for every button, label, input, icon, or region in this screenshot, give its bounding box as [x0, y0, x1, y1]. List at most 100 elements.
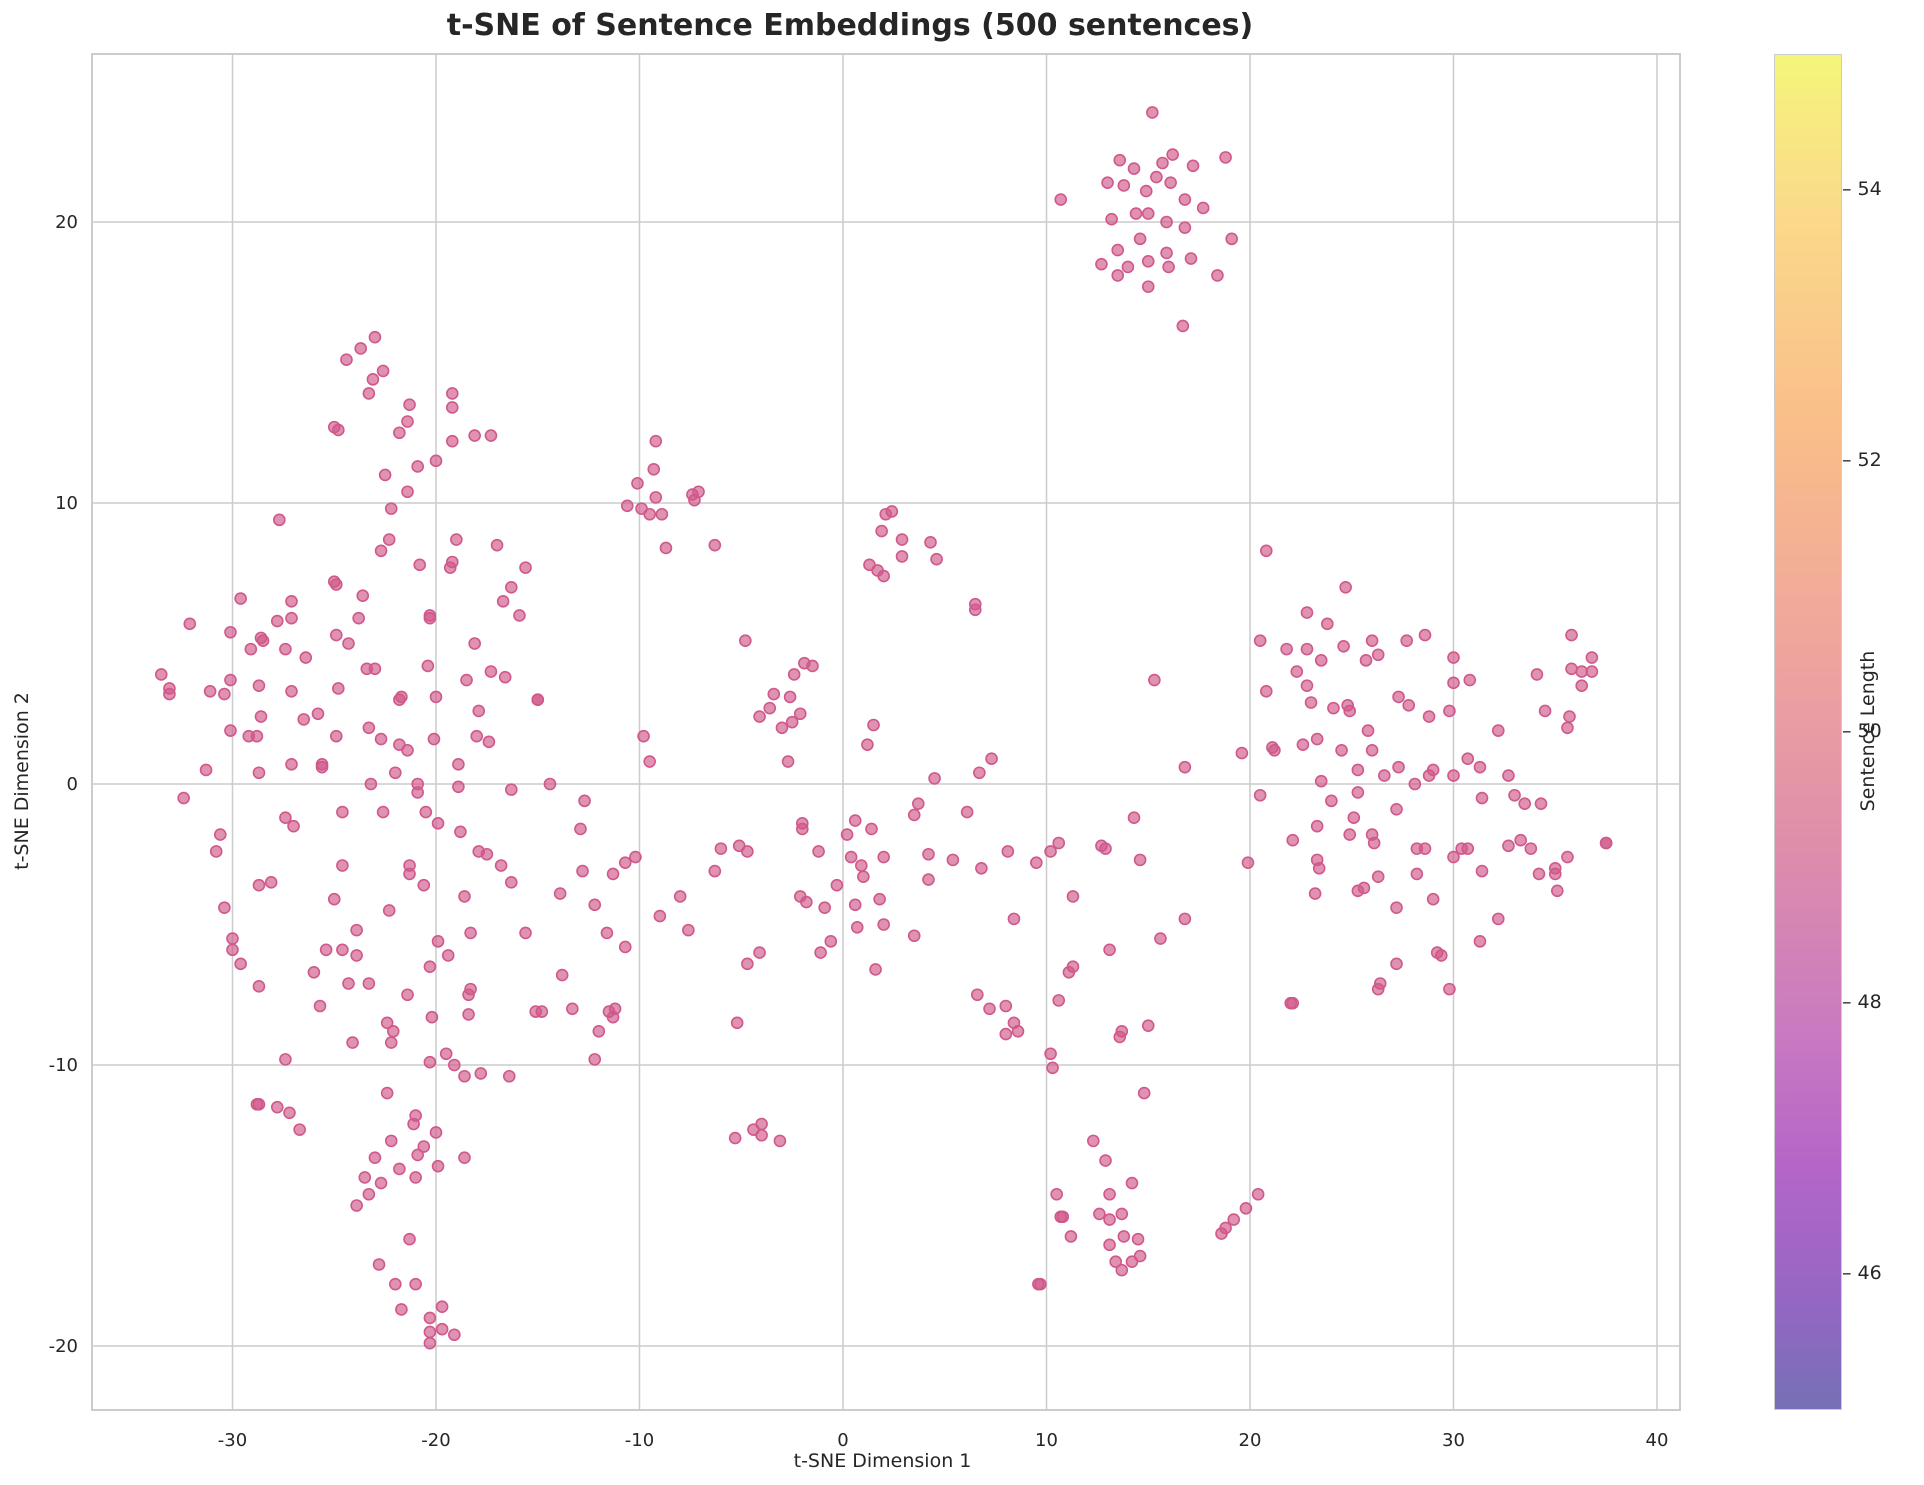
x-tick-label: -10: [625, 1430, 654, 1451]
data-point: [1178, 221, 1192, 234]
data-point: [285, 758, 298, 771]
data-point: [1473, 935, 1487, 948]
colorbar-tick-label: – 50: [1842, 720, 1882, 742]
data-point: [307, 965, 321, 979]
data-point: [1113, 153, 1127, 167]
data-point: [1475, 864, 1489, 878]
data-point: [1390, 802, 1403, 816]
data-point: [1141, 280, 1155, 293]
data-point: [413, 558, 427, 572]
data-point: [588, 898, 602, 912]
data-point: [1156, 156, 1169, 170]
data-point: [496, 595, 510, 608]
data-point: [1105, 212, 1118, 226]
data-point: [368, 1151, 382, 1165]
data-point: [384, 1134, 398, 1148]
data-point: [354, 342, 368, 355]
data-point: [1599, 836, 1613, 850]
data-point: [352, 611, 365, 625]
data-point: [531, 693, 545, 707]
data-point: [502, 1069, 516, 1083]
data-point: [1518, 797, 1532, 810]
data-point: [419, 805, 433, 819]
data-point: [519, 561, 532, 574]
data-point: [1253, 634, 1267, 647]
y-tick-label: 20: [55, 212, 78, 233]
data-point: [407, 1117, 420, 1131]
data-point: [445, 434, 459, 448]
data-point: [283, 1106, 296, 1120]
data-point: [1390, 957, 1403, 971]
data-point: [606, 1010, 620, 1024]
data-point: [346, 1036, 359, 1049]
data-point: [1400, 634, 1413, 647]
data-point: [1357, 881, 1371, 895]
data-point: [1418, 842, 1432, 855]
data-point: [812, 845, 825, 858]
data-point: [435, 1322, 449, 1336]
data-point: [1251, 1187, 1265, 1201]
data-point: [462, 988, 475, 1002]
data-point: [411, 786, 424, 799]
data-point: [1117, 179, 1131, 192]
data-point: [409, 1171, 422, 1184]
data-point: [401, 485, 414, 499]
data-point: [1141, 207, 1155, 220]
data-point: [484, 429, 498, 442]
data-point: [576, 864, 589, 878]
data-point: [1125, 1255, 1139, 1268]
data-point: [714, 842, 728, 855]
data-point: [315, 758, 329, 771]
data-point: [1308, 887, 1322, 900]
data-point: [1325, 794, 1338, 808]
data-point: [1127, 811, 1141, 825]
data-point: [1150, 170, 1163, 184]
data-point: [1211, 269, 1224, 282]
data-point: [739, 634, 752, 647]
y-axis-label: t-SNE Dimension 2: [11, 692, 33, 870]
chart-title: t-SNE of Sentence Embeddings (500 senten…: [446, 8, 1254, 43]
data-point: [1280, 642, 1293, 656]
data-point: [423, 1325, 437, 1339]
data-point: [1137, 1086, 1151, 1100]
data-point: [1538, 704, 1552, 718]
data-point: [857, 870, 870, 884]
data-point: [1314, 774, 1328, 788]
data-point: [1561, 850, 1574, 864]
data-point: [273, 513, 286, 527]
data-point: [378, 468, 392, 482]
data-point: [1410, 867, 1424, 881]
data-point: [423, 1336, 437, 1350]
data-point: [824, 935, 838, 948]
data-point: [708, 864, 722, 878]
data-point: [1007, 912, 1021, 926]
data-point: [787, 668, 801, 681]
data-point: [226, 943, 239, 957]
data-point: [555, 968, 569, 982]
data-point: [911, 797, 925, 810]
data-point: [983, 1002, 996, 1016]
data-point: [368, 330, 382, 344]
data-point: [1054, 193, 1068, 206]
data-point: [1502, 839, 1515, 853]
data-point: [814, 946, 827, 959]
data-point: [753, 710, 766, 723]
data-point: [1443, 982, 1456, 996]
data-point: [382, 533, 396, 546]
data-point: [252, 679, 266, 692]
data-point: [1347, 811, 1361, 825]
data-point: [411, 460, 424, 473]
data-point: [1534, 797, 1548, 810]
data-point: [1565, 662, 1578, 676]
data-point: [1337, 640, 1350, 653]
data-point: [1290, 665, 1304, 678]
data-point: [417, 878, 431, 892]
data-point: [781, 755, 795, 768]
data-point: [336, 943, 349, 957]
data-point: [448, 1328, 461, 1342]
x-axis-label: t-SNE Dimension 1: [793, 1450, 972, 1472]
data-point: [1491, 912, 1505, 926]
data-point: [840, 828, 854, 841]
data-point: [1001, 845, 1015, 858]
data-point: [234, 592, 247, 605]
